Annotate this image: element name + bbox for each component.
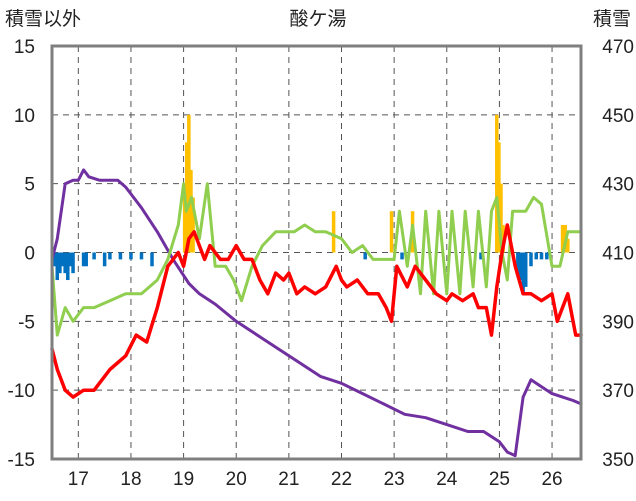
lines-layer (50, 168, 583, 458)
y-right-tick-label: 390 (602, 312, 634, 333)
bar (63, 252, 67, 274)
x-tick-label: 17 (68, 469, 89, 490)
bar (516, 252, 520, 274)
bar (534, 252, 539, 260)
bar (566, 238, 570, 253)
y-right-tick-label: 410 (602, 244, 634, 265)
bar (189, 169, 193, 253)
bar (68, 252, 73, 267)
bar (521, 252, 525, 294)
grid-layer (52, 46, 581, 459)
bar (400, 252, 404, 260)
bar (139, 252, 144, 260)
bar (150, 252, 154, 267)
y-left-tick-label: -5 (18, 312, 35, 333)
ticks-layer: 17 18 19 20 21 22 23 24 25 26 15 10 5 0 -5 -10 -15 470 450… (8, 37, 634, 490)
bar (560, 224, 565, 253)
plot-frame (50, 44, 583, 461)
x-tick-label: 19 (173, 469, 194, 490)
bar (331, 211, 336, 253)
x-tick-label: 26 (541, 469, 562, 490)
y-left-tick-label: -15 (8, 450, 35, 471)
bar (495, 114, 499, 253)
bar (185, 142, 189, 253)
bar (529, 252, 533, 267)
right-axis-label: 積雪 (593, 8, 631, 30)
bar (182, 183, 187, 253)
y-left-tick-label: 10 (14, 106, 35, 127)
x-tick-label: 22 (331, 469, 352, 490)
bar (539, 252, 544, 260)
bar (92, 252, 96, 260)
bar (129, 252, 133, 260)
series-line (50, 182, 583, 337)
bar (102, 252, 107, 267)
bar (545, 252, 549, 260)
axis-layer (50, 44, 583, 461)
y-left-tick-label: 5 (24, 175, 35, 196)
bar (363, 252, 367, 260)
y-right-tick-label: 430 (602, 175, 634, 196)
x-tick-label: 25 (489, 469, 510, 490)
bar (108, 252, 112, 260)
y-left-tick-label: 0 (24, 244, 35, 265)
y-left-tick-label: 15 (14, 37, 35, 58)
left-axis-label: 積雪以外 (5, 8, 81, 30)
bar (71, 252, 75, 274)
bar (191, 197, 195, 253)
series-line (50, 223, 583, 399)
bar (55, 252, 60, 281)
x-tick-label: 20 (226, 469, 247, 490)
bar (60, 252, 65, 267)
x-tick-label: 24 (436, 469, 458, 490)
x-tick-label: 23 (384, 469, 405, 490)
bar (66, 252, 70, 281)
bar (518, 252, 523, 281)
bar (497, 142, 501, 253)
bar (523, 252, 528, 287)
bar (479, 252, 483, 260)
x-tick-label: 21 (278, 469, 299, 490)
y-right-tick-label: 470 (602, 37, 634, 58)
series-line (50, 168, 583, 458)
bar (187, 114, 191, 253)
x-tick-label: 18 (120, 469, 141, 490)
y-right-tick-label: 350 (602, 450, 634, 471)
bar (499, 183, 503, 253)
chart-title: 酸ケ湯 (289, 8, 346, 30)
bar (389, 211, 394, 253)
y-right-tick-label: 370 (602, 381, 634, 402)
y-left-tick-label: -10 (8, 381, 35, 402)
bar (84, 252, 88, 267)
bar (52, 252, 57, 267)
bars-layer (52, 114, 570, 294)
bar (81, 252, 86, 267)
bar (118, 252, 123, 260)
bar (58, 252, 62, 274)
y-right-tick-label: 450 (602, 106, 634, 127)
